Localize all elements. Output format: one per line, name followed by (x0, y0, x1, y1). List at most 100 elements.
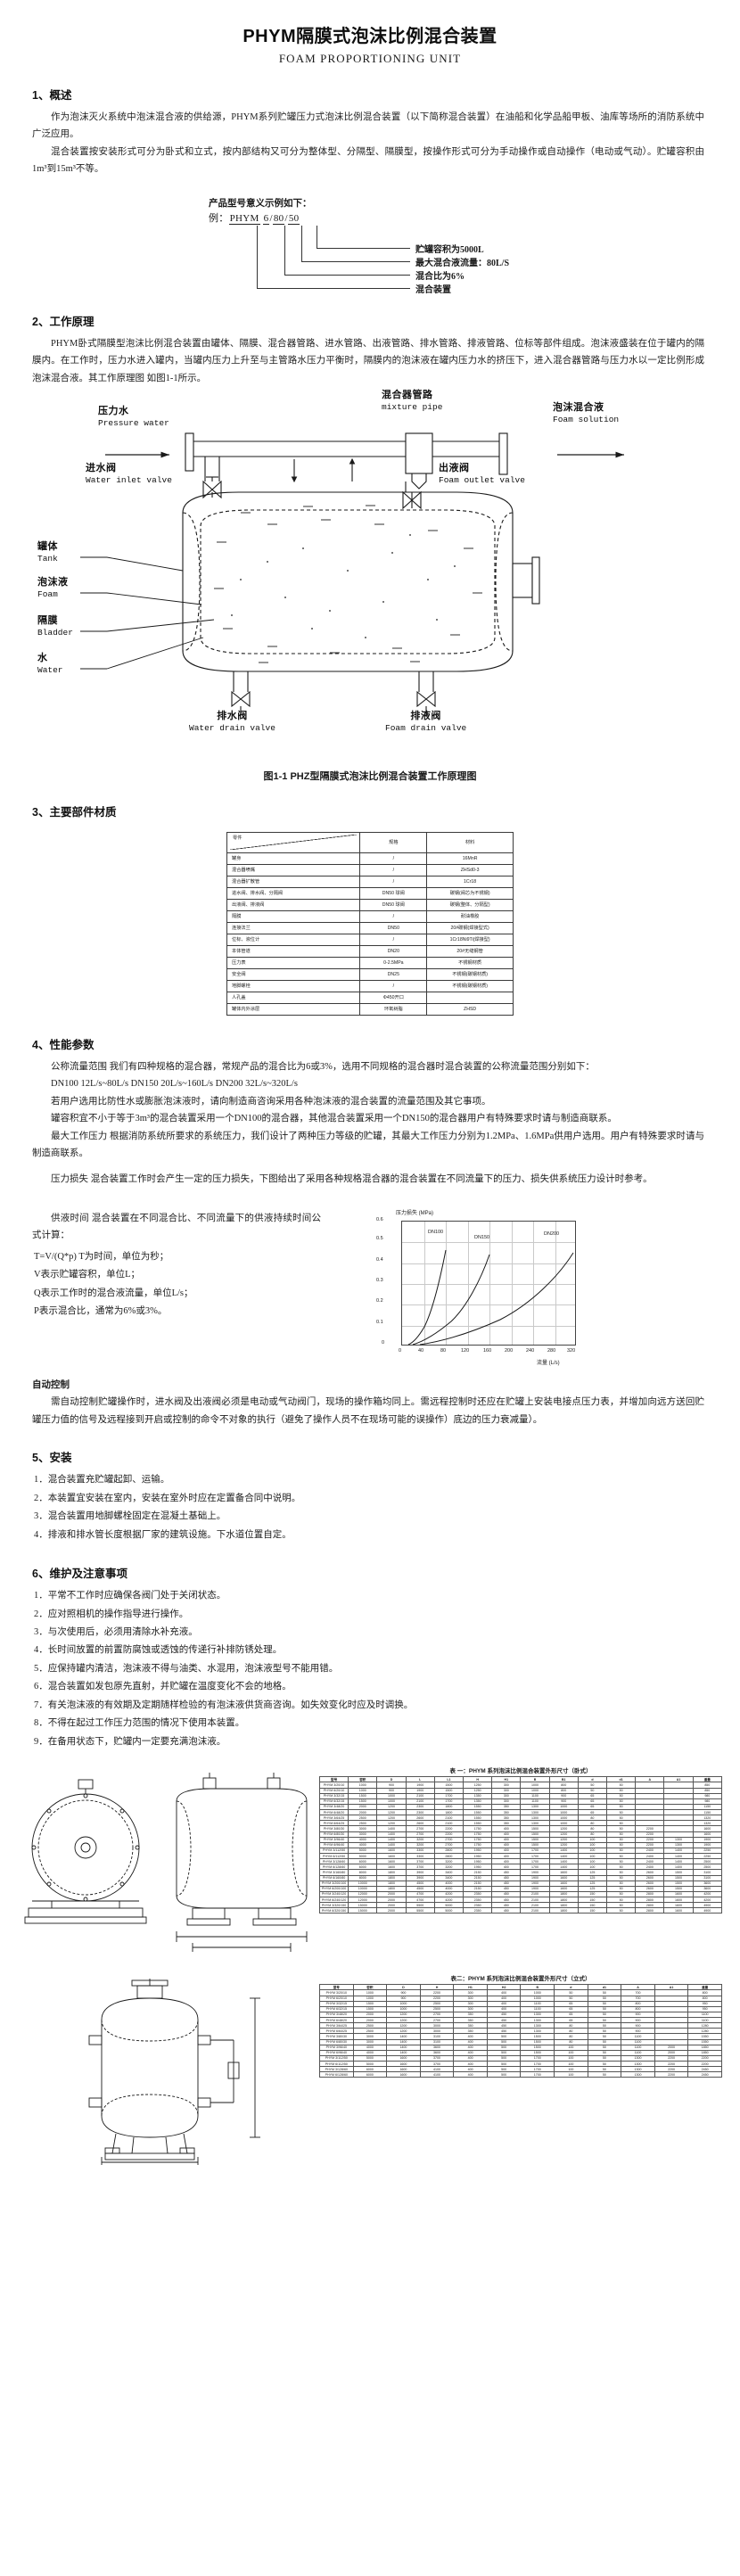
spec-table-2-cell: PHYM 6/128/60 (319, 2071, 354, 2078)
diagram-label-water-inlet-valve-zh: 进水阀 (86, 462, 117, 473)
material-table-cell: 不锈钢(碳钢材质) (426, 967, 514, 981)
spec-table-1-row: PHYM 3/80/30 3000 1400 2700 2200 1750 400 1500 1… (318, 1825, 723, 1832)
spec-table-2-cell: 1550 (687, 2033, 722, 2040)
spec-table-2-title: 表二：PHYM 系列泡沫比例混合装置外形尺寸（立式） (450, 1976, 591, 1983)
spec-table-2-cell: 1850 (687, 2044, 722, 2051)
spec-table-1-cell: 3100 (692, 1869, 723, 1876)
section-heading-materials: 3、主要部件材质 (32, 805, 117, 819)
maintenance-item-6: 6．混合装置如发包原先直射，并贮罐在温度变化不会的地格。 (34, 1682, 292, 1692)
chart-ylabel: 压力损失 (MPa) (396, 1210, 434, 1216)
spec-table-1-cell: 2500 (692, 1864, 723, 1871)
spec-table-1-row: PHYM 3/320/150 15000 2000 5500 5000 2350 450 21… (318, 1902, 723, 1909)
material-table-cell: 混合器扩散管 (226, 875, 361, 888)
material-table-row: 混合器喷嘴 / ZHSd0-3 (226, 863, 514, 876)
spec-table-1-body: PHYM 3/20/10 1000 900 1900 1500 1250 300 1000 80… (318, 1782, 723, 1914)
material-table-row: 安全阀 DN25 不锈钢(碳钢材质) (226, 967, 514, 981)
material-table-header-row: 零件 规格 材料 (226, 831, 514, 853)
spec-table-2-row: PHYM 3/20/10 1000 900 2200 300 400 1000 50 50 700… (319, 1989, 722, 1996)
figure-caption: 图1-1 PHZ型隔膜式泡沫比例混合装置工作原理图 (263, 770, 477, 782)
diagram-label-bladder-zh: 隔膜 (37, 614, 58, 626)
material-table-cell: / (359, 909, 428, 923)
chart-ytick-2: 0.2 (376, 1297, 383, 1304)
chart-xlabel: 流量 (L/s) (537, 1360, 560, 1366)
spec-table-1-cell: 1900 (692, 1841, 723, 1848)
pressure-loss-chart: 0 0.1 0.2 0.3 0.4 0.5 0.6 0 40 80 120 16… (369, 1206, 592, 1371)
chart-xtick-5: 200 (505, 1347, 514, 1354)
formula-line-4: P表示混合比，通常为6%或3%。 (34, 1306, 168, 1317)
spec-table-2-cell: 1300 (621, 2071, 655, 2078)
diagram-label-foam: 泡沫液 Foam (37, 576, 69, 601)
spec-table-1-row: PHYM 3/128/60 6000 1600 3700 3200 1950 400 1700… (318, 1858, 723, 1865)
spec-table-1-row: PHYM 6/80/30 3000 1400 2700 2200 1750 400 1500 1… (318, 1831, 723, 1838)
diagram-label-foam-drain-valve-zh: 排液阀 (410, 710, 441, 721)
spec-table-2-cell: 1550 (687, 2038, 722, 2045)
horizontal-tank-drawing-svg (24, 1773, 308, 1953)
principle-paragraph-1: PHYM卧式隔膜型泡沫比例混合装置由罐体、隔膜、混合器管路、进水管路、出液管路、… (32, 338, 704, 383)
chart-xtick-8: 320 (567, 1347, 576, 1354)
chart-xtick-1: 40 (418, 1347, 424, 1354)
material-table-cell: 20#碳钢(焊接型式) (426, 921, 514, 934)
spec-table-1: 型号 容积 D L L1 H H1 B B1 d d1 A A1 重量 PHYM 3/20/10 1000 9… (318, 1776, 723, 1914)
material-table-row: 位标、液位计/1Cr18Ni9Ti(焊接型) (226, 933, 514, 946)
spec-table-2-cell: 400 (453, 2071, 488, 2078)
spec-table-2-cell: 500 (486, 2071, 522, 2078)
spec-table-2-row: PHYM 3/96/40 4000 1400 3600 400 500 1500 100 50 1… (319, 2044, 722, 2051)
material-table-cell: ZHSd0-3 (426, 863, 514, 876)
chart-ytick-3: 0.3 (376, 1277, 383, 1283)
spec-table-2-cell: 2450 (687, 2066, 722, 2073)
document-page: PHYM隔膜式泡沫比例混合装置 FOAM PROPORTIONING UNIT … (24, 27, 723, 2166)
spec-table-1-row: PHYM 3/96/40 4000 1400 3200 2700 1750 400 1500 1… (318, 1836, 723, 1843)
maintenance-item-1: 1．平常不工作时应确保各阀门处于关闭状态。 (34, 1591, 226, 1601)
performance-paragraph-3: 若用户选用比防性水或膨胀泡沫液时，请向制造商咨询采用各种泡沫液的混合装置的流量范… (51, 1096, 491, 1107)
spec-table-2-cell: 2200 (654, 2071, 689, 2078)
spec-table-1-cell: 1600 (663, 1907, 694, 1914)
material-table-cell: 16MnR (426, 852, 514, 865)
spec-table-1-cell: 5500 (405, 1907, 435, 1914)
spec-table-2-cell: 2200 (687, 2054, 722, 2062)
overview-paragraph-1: 作为泡沫灭火系统中泡沫混合液的供给源，PHYM系列贮罐压力式泡沫比例混合装置（以… (32, 112, 704, 140)
spec-table-2-row: PHYM 6/32/15 1500 1000 2500 300 400 1100 65 50 80… (319, 2005, 722, 2012)
spec-table-2-cell: 1280 (687, 2028, 722, 2035)
spec-table-1-cell: 150 (577, 1907, 608, 1914)
material-table-row: 隔膜 / 耐油橡胶 (226, 909, 514, 923)
material-table-cell: 地脚螺栓 (226, 979, 361, 992)
spec-table-1-cell: 2250 (692, 1847, 723, 1855)
diagram-label-water-drain-valve-zh: 排水阀 (217, 710, 248, 721)
spec-table-1-cell: PHYM 6/320/150 (318, 1907, 349, 1914)
leader-line-unit-h (257, 287, 410, 289)
material-table-cell: 位标、液位计 (226, 933, 361, 946)
diagram-label-foam-drain-valve-en: Foam drain valve (385, 722, 467, 733)
maintenance-item-8: 8．不得在起过工作压力范围的情况下使用本装置。 (34, 1718, 245, 1729)
material-table-cell: 不锈钢(碳钢材质) (426, 979, 514, 992)
material-table-cell: ZHSD (426, 1002, 514, 1016)
spec-table-2-row: PHYM 6/96/40 4000 1400 3600 400 500 1500 100 50 1… (319, 2049, 722, 2056)
vertical-tank-drawing-svg (88, 1979, 260, 2166)
material-table-corner-cell: 零件 (226, 831, 361, 853)
leader-line-flow (301, 225, 302, 261)
spec-table-1-row: PHYM 6/200/100 10000 1800 4500 4000 2150 450 19… (318, 1885, 723, 1892)
formula-line-2: V表示贮罐容积，单位L； (34, 1270, 140, 1280)
spec-table-2-row: PHYM 6/112/50 5000 1600 3700 400 500 1700 100 50… (319, 2061, 722, 2068)
model-label-volume: 贮罐容积为5000L (415, 244, 484, 255)
material-header-material: 材料 (426, 831, 514, 853)
spec-table-1-row: PHYM 6/128/60 6000 1600 3700 3200 1950 400 1700… (318, 1864, 723, 1871)
model-label-ratio: 混合比为6% (415, 271, 465, 282)
model-code-d: 50 (287, 212, 300, 225)
spec-table-2-cell: 1280 (687, 2022, 722, 2029)
material-table-cell: 出液阀、排液阀 (226, 898, 361, 911)
section-heading-overview: 1、概述 (32, 89, 72, 102)
material-table-cell: / (359, 933, 428, 946)
material-table-cell: 压力表 (226, 956, 361, 969)
spec-table-1-row: PHYM 6/320/150 15000 2000 5500 5000 2350 450 21… (318, 1907, 723, 1914)
spec-table-2-cell: 950 (687, 2000, 722, 2007)
spec-table-2-cell: 1600 (386, 2071, 421, 2078)
material-table-cell: Φ450开口 (359, 991, 428, 1004)
performance-paragraph-4: 罐容积宜不小于等于3m³的混合装置采用一个DN100的混合器，其他混合装置采用一… (51, 1114, 617, 1124)
model-label-unit: 混合装置 (415, 284, 451, 295)
spec-table-2-cell: 2450 (687, 2071, 722, 2078)
section-heading-performance: 4、性能参数 (32, 1038, 95, 1051)
spec-table-1-cell: 1900 (692, 1836, 723, 1843)
material-table: 零件 规格 材料 罐身/16MnR 混合器喷嘴 / ZHSd0-3 混合器扩散管/1Cr… (226, 831, 514, 1016)
spec-table-2-cell: 1700 (520, 2071, 555, 2078)
